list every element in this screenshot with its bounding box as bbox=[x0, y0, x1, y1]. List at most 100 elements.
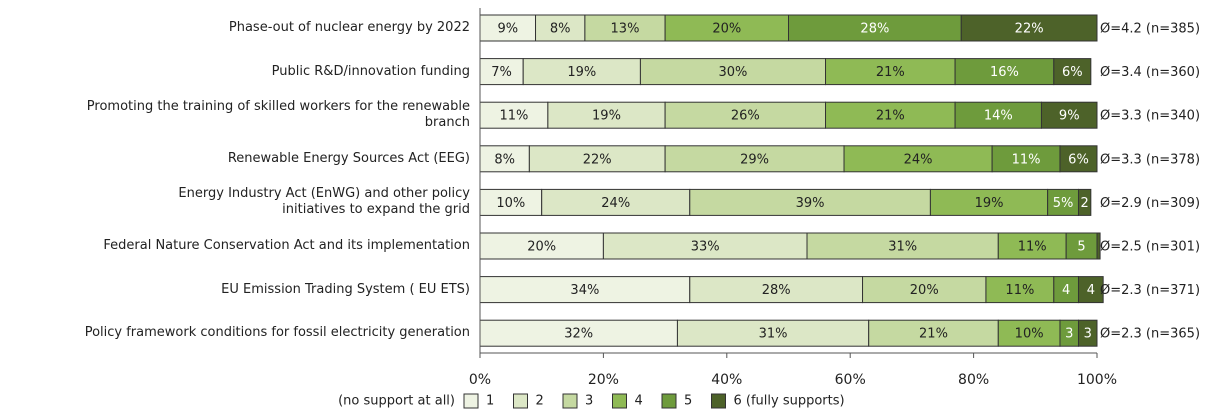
value-label: 5% bbox=[1053, 196, 1074, 211]
legend-swatch bbox=[562, 393, 578, 409]
value-label: 20% bbox=[527, 240, 556, 255]
bar-segment bbox=[689, 188, 931, 216]
bar-segment bbox=[788, 14, 962, 42]
value-label: 6% bbox=[1068, 152, 1089, 167]
value-label: 34% bbox=[570, 283, 599, 298]
bar-segment bbox=[1077, 188, 1092, 216]
value-label: 20% bbox=[712, 22, 741, 37]
bar-segment bbox=[1053, 276, 1079, 304]
value-label: 3 bbox=[1065, 327, 1073, 342]
value-label: 2 bbox=[1081, 196, 1089, 211]
category-label: EU Emission Trading System ( EU ETS) bbox=[221, 281, 470, 297]
value-label: 8% bbox=[550, 22, 571, 37]
value-label: 11% bbox=[1012, 152, 1041, 167]
bar-segment bbox=[1059, 145, 1098, 173]
bar-segment bbox=[862, 276, 987, 304]
legend-swatch bbox=[463, 393, 479, 409]
value-label: 22% bbox=[1015, 22, 1044, 37]
bar-segment bbox=[825, 101, 956, 129]
x-tick-label: 60% bbox=[835, 372, 866, 388]
bar-segment bbox=[1047, 188, 1079, 216]
value-label: 11% bbox=[1005, 283, 1034, 298]
value-label: 29% bbox=[740, 152, 769, 167]
bar-segment bbox=[997, 232, 1067, 260]
category-label: Policy framework conditions for fossil e… bbox=[84, 325, 470, 341]
value-label: 4 bbox=[1087, 283, 1095, 298]
bar-segment bbox=[664, 101, 827, 129]
value-label: 7% bbox=[491, 65, 512, 80]
bar-segment bbox=[535, 14, 586, 42]
bar-segment bbox=[825, 58, 956, 86]
value-label: 24% bbox=[904, 152, 933, 167]
category-label: Federal Nature Conservation Act and its … bbox=[103, 238, 470, 253]
bar-segment bbox=[664, 145, 845, 173]
value-label: 19% bbox=[567, 65, 596, 80]
value-label: 39% bbox=[796, 196, 825, 211]
annotation: Ø=4.2 (n=385) bbox=[1100, 22, 1200, 37]
bar-segment bbox=[676, 319, 870, 347]
bar-segment bbox=[547, 101, 666, 129]
value-label: 30% bbox=[719, 65, 748, 80]
value-label: 21% bbox=[876, 65, 905, 80]
value-label: 14% bbox=[984, 109, 1013, 124]
annotation: Ø=2.9 (n=309) bbox=[1100, 196, 1200, 211]
x-tick-label: 0% bbox=[469, 372, 491, 388]
bar-segment bbox=[639, 58, 827, 86]
annotation: Ø=3.3 (n=378) bbox=[1100, 152, 1200, 167]
legend-label: 1 bbox=[486, 394, 494, 409]
value-label: 26% bbox=[731, 109, 760, 124]
bar-segment bbox=[997, 319, 1061, 347]
x-tick-label: 20% bbox=[588, 372, 619, 388]
x-tick-label: 100% bbox=[1077, 372, 1117, 388]
bar-segment bbox=[843, 145, 993, 173]
bar-segment bbox=[1040, 101, 1098, 129]
bar-segment bbox=[985, 276, 1055, 304]
value-label: 10% bbox=[496, 196, 525, 211]
value-label: 16% bbox=[990, 65, 1019, 80]
value-label: 21% bbox=[876, 109, 905, 124]
x-tick-label: 40% bbox=[711, 372, 742, 388]
legend-prefix: (no support at all) bbox=[338, 394, 455, 409]
legend-label: 4 bbox=[635, 394, 643, 409]
value-label: 19% bbox=[975, 196, 1004, 211]
annotation: Ø=2.3 (n=365) bbox=[1100, 327, 1200, 342]
value-label: 9% bbox=[497, 22, 518, 37]
bar-segment bbox=[929, 188, 1049, 216]
bar-segment bbox=[479, 101, 549, 129]
bar-segment bbox=[806, 232, 999, 260]
bar-segment bbox=[522, 58, 641, 86]
bar-segment bbox=[479, 188, 543, 216]
value-label: 21% bbox=[919, 327, 948, 342]
category-label: Phase-out of nuclear energy by 2022 bbox=[228, 20, 470, 35]
bar-segment bbox=[584, 14, 666, 42]
value-label: 31% bbox=[888, 240, 917, 255]
value-label: 33% bbox=[691, 240, 720, 255]
bar-segment bbox=[479, 276, 691, 304]
value-label: 31% bbox=[759, 327, 788, 342]
bar-segment bbox=[1077, 319, 1098, 347]
value-label: 4 bbox=[1062, 283, 1070, 298]
bar-segment bbox=[954, 58, 1055, 86]
value-label: 9% bbox=[1059, 109, 1080, 124]
value-label: 19% bbox=[592, 109, 621, 124]
bar-segment bbox=[479, 232, 604, 260]
bar-segment bbox=[1096, 232, 1101, 260]
legend-swatch bbox=[711, 393, 726, 409]
category-label: Energy Industry Act (EnWG) and other pol… bbox=[178, 186, 470, 218]
value-label: 24% bbox=[601, 196, 630, 211]
legend-label: 2 bbox=[536, 394, 544, 409]
bar-segment bbox=[1053, 58, 1092, 86]
legend-label: 3 bbox=[585, 394, 593, 409]
annotation: Ø=2.5 (n=301) bbox=[1100, 240, 1200, 255]
value-label: 28% bbox=[860, 22, 889, 37]
legend-swatch bbox=[513, 393, 528, 409]
value-label: 28% bbox=[762, 283, 791, 298]
bar-segment bbox=[868, 319, 999, 347]
value-label: 13% bbox=[611, 22, 640, 37]
value-label: 5 bbox=[1077, 240, 1085, 255]
annotation: Ø=2.3 (n=371) bbox=[1100, 283, 1200, 298]
bar-segment bbox=[1077, 276, 1104, 304]
x-tick-label: 80% bbox=[958, 372, 989, 388]
